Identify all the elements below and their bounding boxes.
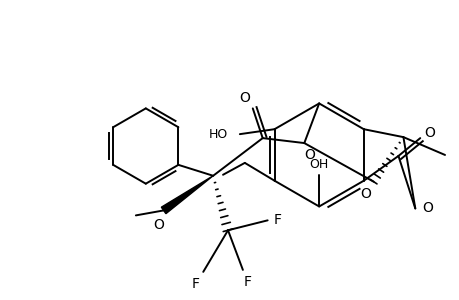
- Text: F: F: [191, 277, 199, 291]
- Text: O: O: [422, 202, 433, 215]
- Text: O: O: [359, 187, 370, 201]
- Text: O: O: [424, 126, 435, 140]
- Text: HO: HO: [208, 128, 228, 141]
- Text: F: F: [273, 213, 281, 227]
- Text: O: O: [153, 218, 164, 232]
- Text: OH: OH: [309, 158, 328, 171]
- Text: O: O: [303, 148, 314, 162]
- Text: F: F: [243, 275, 251, 289]
- Text: O: O: [239, 92, 250, 106]
- Polygon shape: [161, 176, 213, 214]
